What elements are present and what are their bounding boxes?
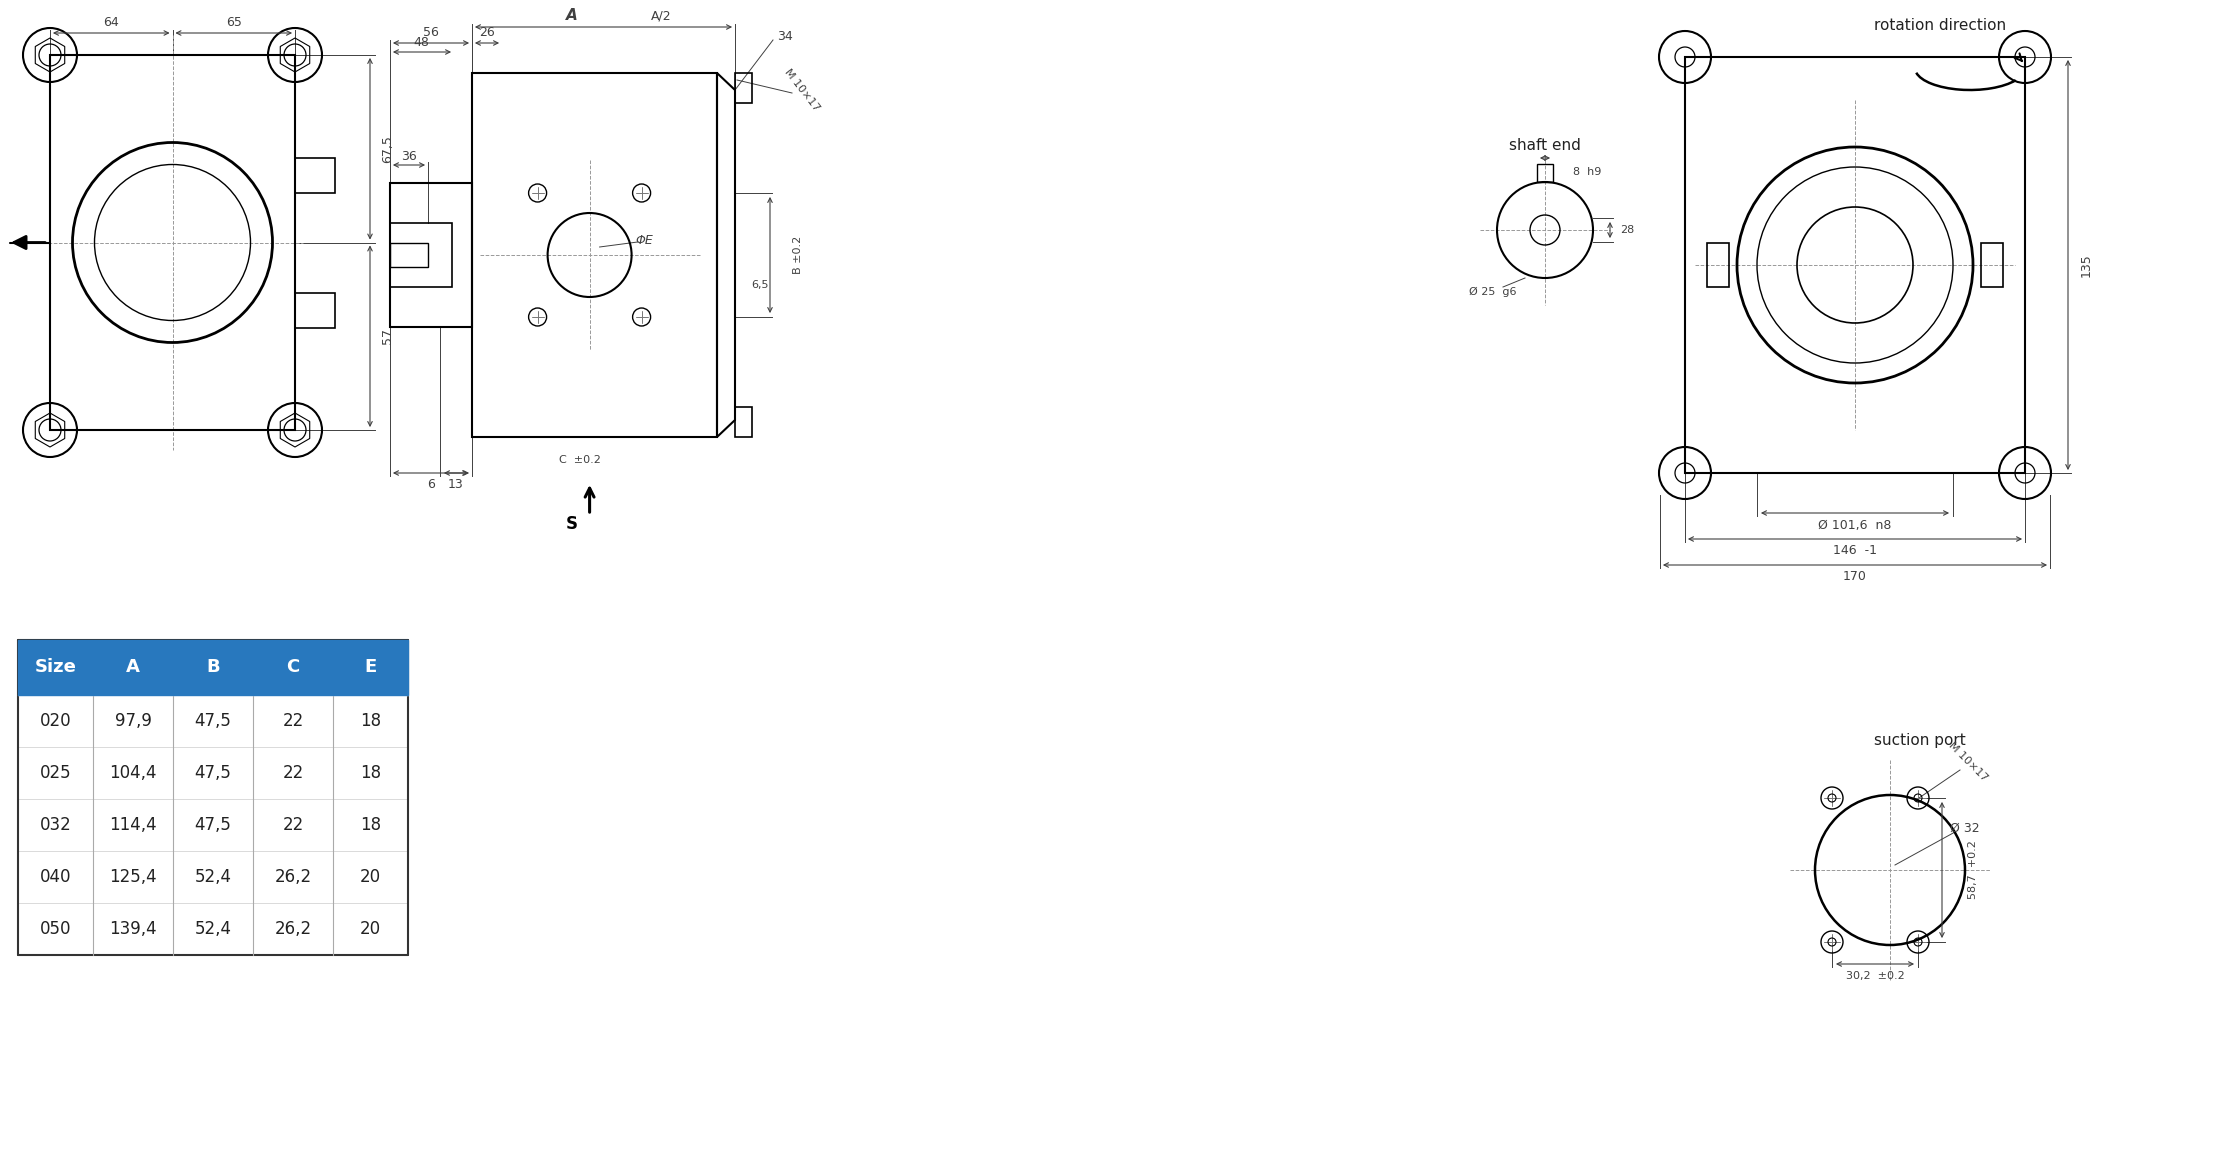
Text: 22: 22 xyxy=(282,815,304,834)
Text: 58,7  +0.2: 58,7 +0.2 xyxy=(1969,840,1978,900)
Text: 18: 18 xyxy=(360,815,380,834)
Text: 032: 032 xyxy=(40,815,71,834)
Text: Size: Size xyxy=(36,659,76,676)
Text: C  ±0.2: C ±0.2 xyxy=(558,455,600,464)
Text: S: S xyxy=(567,515,578,534)
Text: 34: 34 xyxy=(778,30,793,43)
Text: 6,5: 6,5 xyxy=(751,280,769,290)
Text: 6: 6 xyxy=(427,479,436,491)
Text: 22: 22 xyxy=(282,713,304,730)
Text: 52,4: 52,4 xyxy=(196,868,231,886)
Text: 48: 48 xyxy=(413,36,429,49)
Text: 13: 13 xyxy=(449,479,464,491)
Text: rotation direction: rotation direction xyxy=(1873,18,2006,33)
Text: 65: 65 xyxy=(227,16,242,29)
Text: C: C xyxy=(287,659,300,676)
Text: 26: 26 xyxy=(480,27,496,40)
Text: 26,2: 26,2 xyxy=(276,868,311,886)
Text: A: A xyxy=(127,659,140,676)
Text: A: A xyxy=(567,8,578,23)
Text: 104,4: 104,4 xyxy=(109,764,158,782)
Text: 47,5: 47,5 xyxy=(196,815,231,834)
Text: 22: 22 xyxy=(282,764,304,782)
Text: Ø 25  g6: Ø 25 g6 xyxy=(1469,287,1518,297)
Text: 30,2  ±0.2: 30,2 ±0.2 xyxy=(1846,971,1904,980)
Text: 20: 20 xyxy=(360,920,380,938)
Text: 135: 135 xyxy=(2080,253,2093,277)
Text: 040: 040 xyxy=(40,868,71,886)
Text: ΦE: ΦE xyxy=(635,234,653,247)
Text: 28: 28 xyxy=(1620,225,1633,235)
Text: 114,4: 114,4 xyxy=(109,815,158,834)
Text: 050: 050 xyxy=(40,920,71,938)
Text: 26,2: 26,2 xyxy=(276,920,311,938)
Text: 52,4: 52,4 xyxy=(196,920,231,938)
Text: Ø 32: Ø 32 xyxy=(1951,821,1980,834)
Text: M 10×17: M 10×17 xyxy=(782,67,822,113)
Text: 8  h9: 8 h9 xyxy=(1573,167,1602,177)
Text: 025: 025 xyxy=(40,764,71,782)
Text: 47,5: 47,5 xyxy=(196,713,231,730)
Text: E: E xyxy=(364,659,376,676)
Text: shaft end: shaft end xyxy=(1509,138,1580,152)
Text: 56: 56 xyxy=(422,27,440,40)
Text: 146  -1: 146 -1 xyxy=(1833,544,1878,557)
Text: 67,5: 67,5 xyxy=(382,135,396,163)
Text: 020: 020 xyxy=(40,713,71,730)
Text: M 10×17: M 10×17 xyxy=(1946,741,1989,784)
Text: B ±0.2: B ±0.2 xyxy=(793,236,802,274)
Polygon shape xyxy=(18,640,409,695)
Text: 18: 18 xyxy=(360,713,380,730)
Text: 36: 36 xyxy=(402,150,418,163)
Text: suction port: suction port xyxy=(1873,732,1966,748)
Text: 97,9: 97,9 xyxy=(116,713,151,730)
Text: 20: 20 xyxy=(360,868,380,886)
Text: A/2: A/2 xyxy=(651,9,671,22)
Text: 57: 57 xyxy=(382,329,396,344)
Text: 125,4: 125,4 xyxy=(109,868,158,886)
Text: 170: 170 xyxy=(1842,571,1866,584)
Text: B: B xyxy=(207,659,220,676)
Text: Ø 101,6  n8: Ø 101,6 n8 xyxy=(1818,518,1891,531)
Text: 64: 64 xyxy=(104,16,120,29)
Text: 18: 18 xyxy=(360,764,380,782)
Text: 139,4: 139,4 xyxy=(109,920,158,938)
Text: 47,5: 47,5 xyxy=(196,764,231,782)
